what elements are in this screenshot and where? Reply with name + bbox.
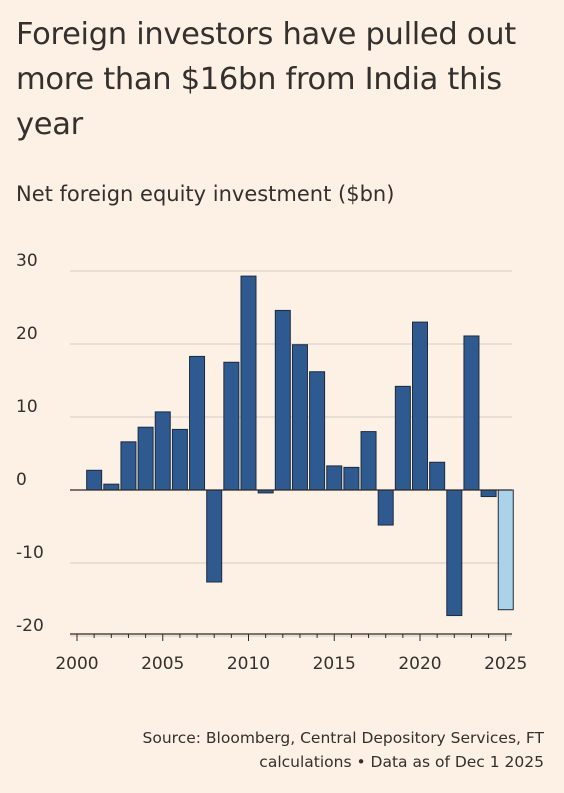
x-tick-label: 2015 bbox=[313, 654, 356, 674]
bar-2024 bbox=[480, 489, 497, 498]
bar-2025 bbox=[497, 489, 514, 611]
bar-2002 bbox=[103, 483, 120, 491]
bar-2019 bbox=[394, 385, 411, 491]
y-tick-label: 20 bbox=[16, 324, 38, 344]
bar-2015 bbox=[326, 465, 343, 491]
x-tick-label: 2020 bbox=[398, 654, 441, 674]
bar-2003 bbox=[120, 441, 137, 491]
bar-2009 bbox=[223, 361, 240, 491]
bar-2013 bbox=[291, 344, 308, 491]
y-tick-label: -10 bbox=[16, 543, 44, 563]
bar-2023 bbox=[463, 335, 480, 491]
bar-2001 bbox=[86, 469, 103, 491]
bar-2018 bbox=[377, 489, 394, 526]
x-tick-label: 2025 bbox=[484, 654, 527, 674]
gridlines bbox=[70, 270, 512, 637]
bar-2004 bbox=[137, 426, 154, 491]
bar-2008 bbox=[206, 489, 223, 583]
y-tick-label: 30 bbox=[16, 251, 38, 271]
bar-2021 bbox=[429, 461, 446, 491]
chart-title: Foreign investors have pulled out more t… bbox=[16, 17, 516, 142]
x-tick-label: 2000 bbox=[55, 654, 98, 674]
bar-2020 bbox=[412, 321, 428, 491]
chart-subtitle: Net foreign equity investment ($bn) bbox=[16, 182, 395, 206]
x-tick-label: 2005 bbox=[141, 654, 184, 674]
bar-2014 bbox=[309, 371, 326, 491]
bar-2022 bbox=[446, 489, 463, 617]
bars bbox=[86, 275, 514, 617]
y-tick-label: 10 bbox=[16, 397, 38, 417]
bar-2007 bbox=[189, 355, 206, 491]
bar-2005 bbox=[154, 411, 171, 491]
bar-2012 bbox=[274, 309, 291, 491]
source-note: Source: Bloomberg, Central Depository Se… bbox=[142, 729, 544, 771]
bar-2006 bbox=[171, 428, 188, 491]
bar-2010 bbox=[240, 275, 257, 491]
bar-2016 bbox=[343, 466, 360, 491]
x-tick-label: 2010 bbox=[227, 654, 270, 674]
y-tick-label: -20 bbox=[16, 616, 44, 636]
bar-2017 bbox=[360, 431, 377, 491]
y-tick-label: 0 bbox=[16, 470, 27, 490]
